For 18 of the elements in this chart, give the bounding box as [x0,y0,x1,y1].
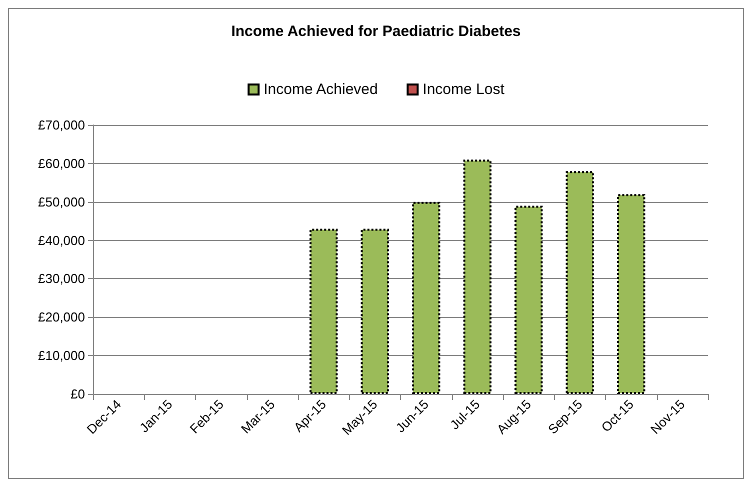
bar [617,194,646,394]
bar [412,202,440,394]
bar [310,228,338,394]
chart-title: Income Achieved for Paediatric Diabetes [231,23,521,40]
y-tick-label: £30,000 [38,271,85,286]
y-tick-label: £20,000 [38,310,85,325]
bar [566,171,594,394]
bar [514,206,543,394]
legend-label: Income Achieved [264,81,378,98]
y-tick-label: £70,000 [38,118,85,132]
y-tick-label: £0 [70,386,85,402]
bar [360,228,389,394]
y-tick-label: £10,000 [38,348,85,364]
bar [463,160,492,394]
y-tick-label: £50,000 [38,194,85,210]
y-tick-label: £60,000 [38,156,85,171]
y-tick-label: £40,000 [38,232,85,248]
legend-label: Income Lost [422,81,506,98]
